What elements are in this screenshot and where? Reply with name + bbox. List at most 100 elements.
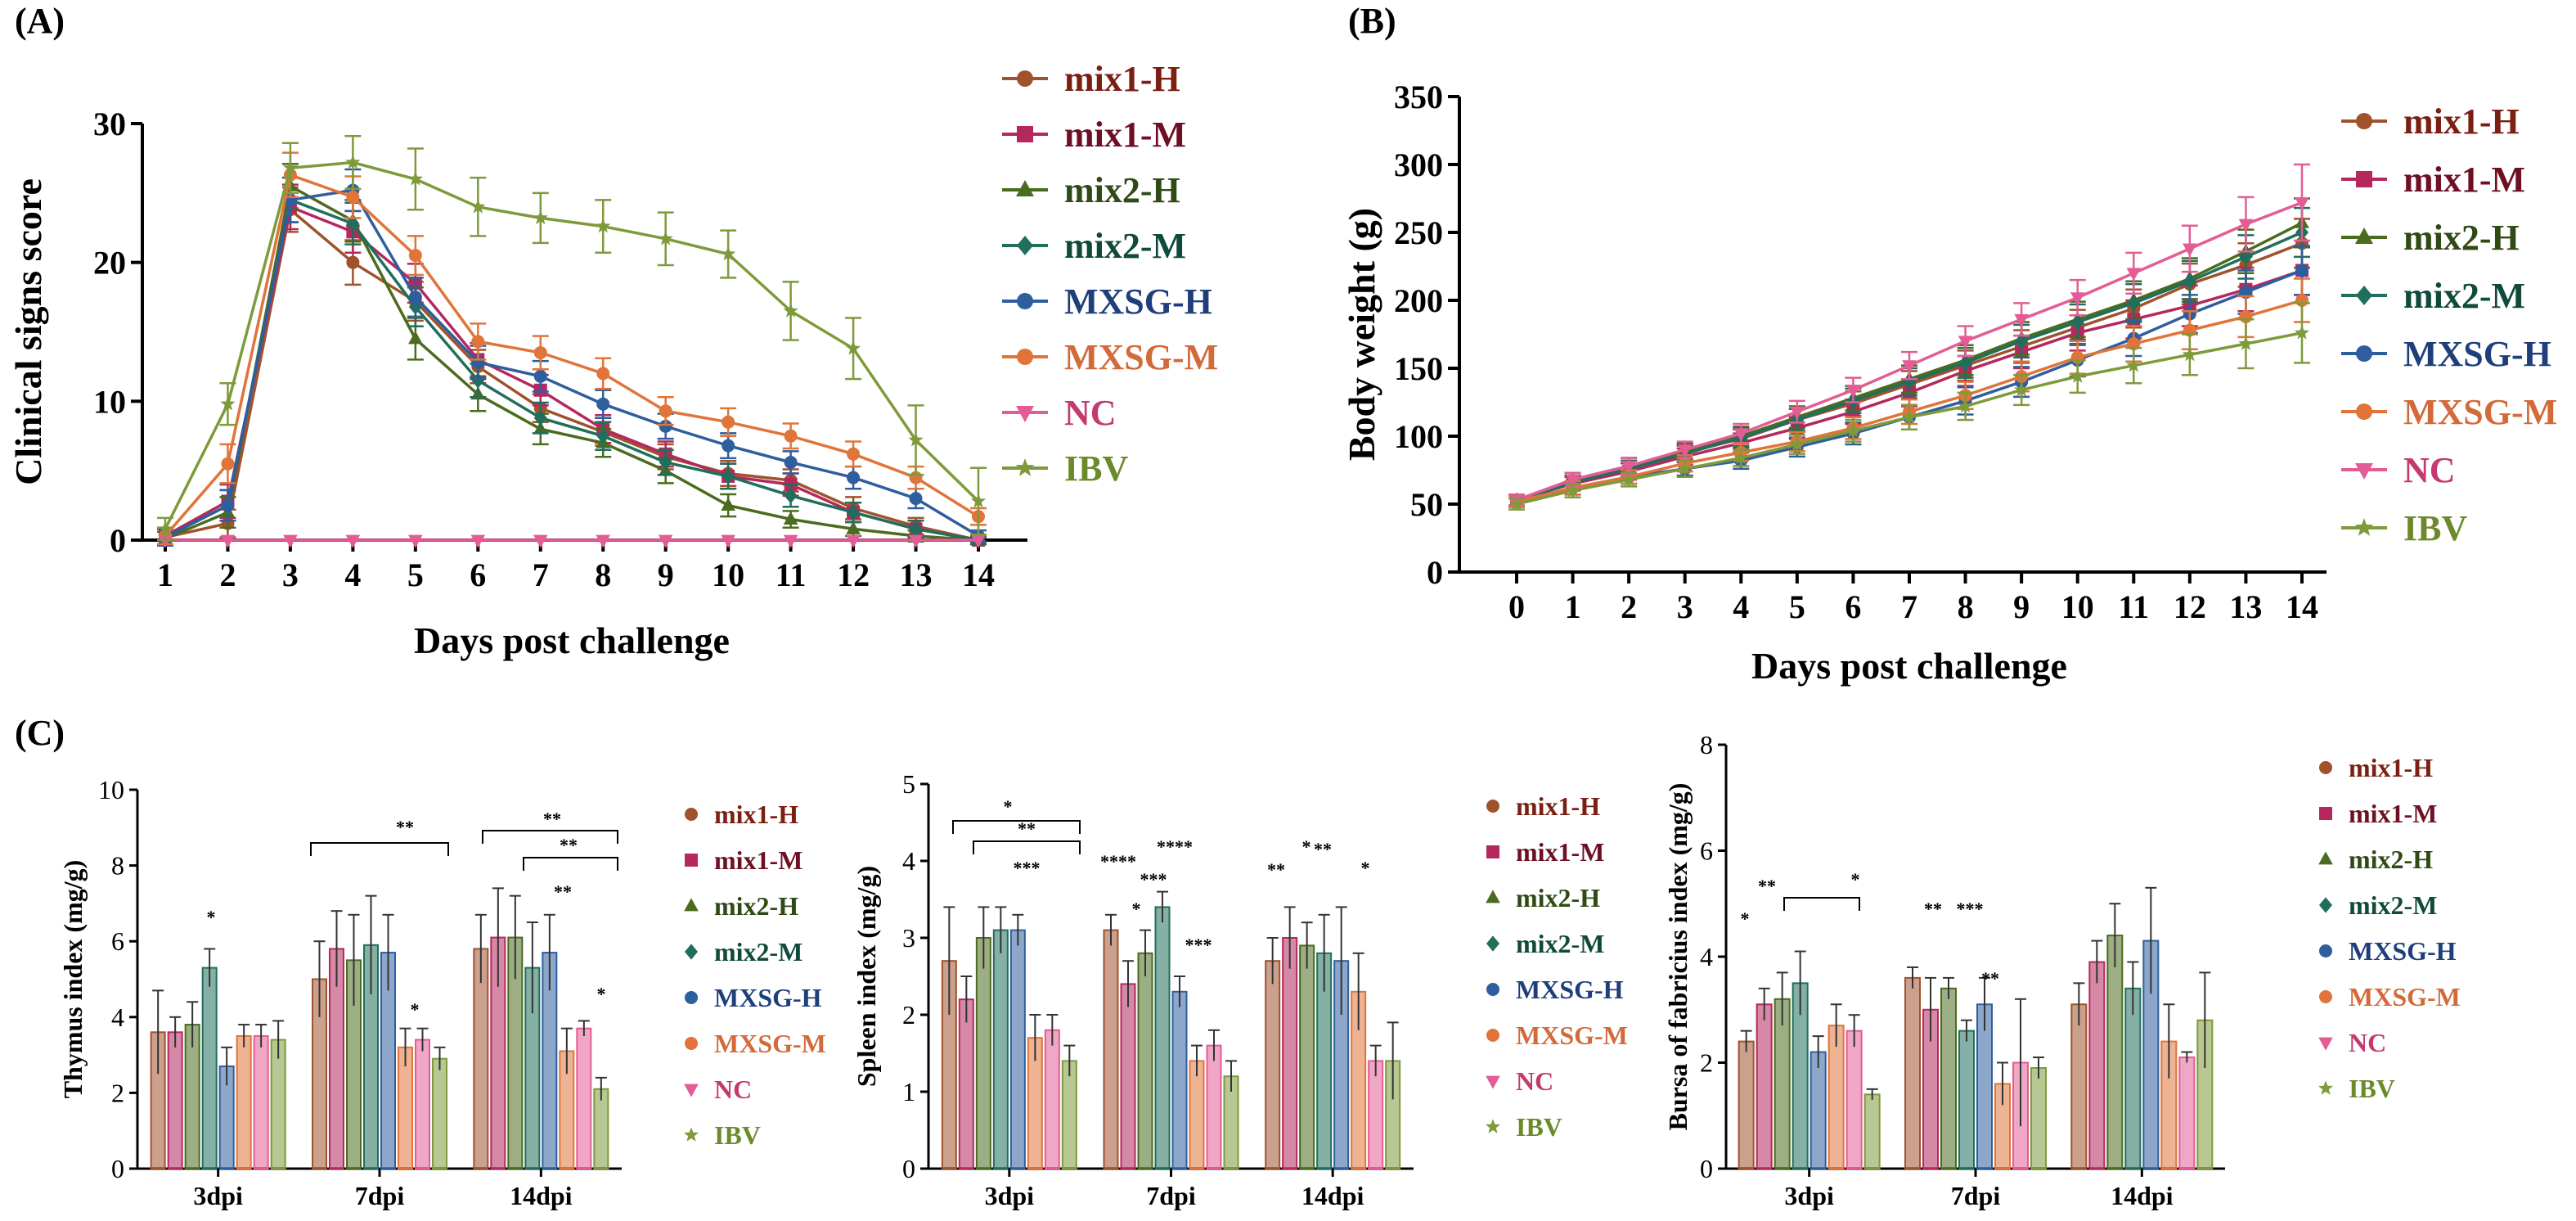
legend-marker [683, 1127, 699, 1142]
x-axis-label: Days post challenge [414, 620, 730, 661]
series-line [164, 160, 980, 530]
data-point [1790, 406, 1805, 420]
data-point [909, 492, 923, 506]
data-point [659, 419, 672, 433]
data-point [2070, 292, 2085, 306]
data-point [533, 210, 548, 225]
legend-marker [2318, 1080, 2334, 1095]
data-point [971, 534, 986, 548]
significance-label: * [597, 984, 606, 1004]
bar-mix2-h-7dpi [1940, 987, 1957, 1169]
data-point [2182, 346, 2197, 362]
significance-label: ** [554, 881, 572, 902]
data-point [407, 171, 423, 186]
legend-label: mix1-H [2349, 753, 2433, 782]
bar-nc-7dpi [415, 1039, 430, 1169]
data-point [2295, 197, 2309, 211]
data-point [533, 369, 547, 383]
legend-marker [2356, 171, 2372, 187]
data-point [470, 199, 486, 214]
legend-marker [2356, 286, 2372, 305]
x-tick-label: 5 [407, 556, 424, 593]
legend-label: mix1-M [714, 845, 802, 875]
legend-marker [684, 898, 699, 912]
legend-label: MXSG-H [2403, 334, 2551, 374]
data-point [346, 215, 360, 232]
y-tick-label: 10 [93, 383, 126, 420]
x-tick-label: 4 [1733, 588, 1749, 625]
significance-label: *** [1957, 899, 1984, 919]
significance-bracket [1783, 897, 1860, 911]
data-point [846, 520, 861, 534]
bar-mix1-h-14dpi [2070, 1003, 2088, 1170]
legend-label: NC [1516, 1066, 1553, 1096]
data-point [1901, 409, 1917, 424]
legend-label: mix1-H [1516, 791, 1600, 821]
y-tick-label: 150 [1394, 350, 1443, 387]
data-point [721, 534, 735, 548]
legend-label: mix2-H [714, 891, 798, 921]
bar-ibv-7dpi [2030, 1066, 2047, 1169]
bar-mix1-h-7dpi [1103, 929, 1119, 1169]
data-point [721, 246, 736, 261]
legend-marker [2319, 990, 2332, 1003]
y-tick-label: 0 [1427, 554, 1443, 591]
data-point [220, 534, 236, 548]
data-point [722, 468, 735, 484]
data-point [1845, 385, 1861, 399]
data-point [533, 345, 547, 359]
legend-marker [685, 808, 698, 821]
legend-marker [1486, 983, 1499, 996]
x-tick-label: 12 [837, 556, 870, 593]
bar-ibv-3dpi [1863, 1093, 1881, 1169]
data-point [221, 498, 235, 512]
x-tick-label: 6 [1845, 588, 1861, 625]
data-point [783, 303, 798, 318]
x-tick-label: 9 [658, 556, 674, 593]
data-point [2238, 336, 2254, 350]
data-point [722, 415, 735, 429]
data-point [847, 504, 861, 520]
data-point [659, 404, 672, 418]
data-point [408, 249, 422, 263]
legend-label: mix2-H [1516, 883, 1600, 912]
bar-mix1-m-3dpi [167, 1031, 183, 1169]
significance-label: ** [543, 809, 561, 829]
data-point [783, 534, 798, 548]
bar-mxsg-h-3dpi [1009, 929, 1026, 1169]
bar-mxsg-h-7dpi [1171, 990, 1188, 1170]
series-line [164, 188, 979, 539]
legend-label: IBV [714, 1120, 761, 1150]
significance-label: * [1004, 796, 1013, 817]
legend-marker [2356, 403, 2372, 420]
x-tick-label: 14 [962, 556, 995, 593]
x-tick-label: 7dpi [1951, 1181, 2001, 1210]
legend-marker [1486, 935, 1499, 952]
y-tick-label: 300 [1394, 146, 1443, 183]
y-tick-label: 200 [1394, 282, 1443, 319]
significance-label: *** [1185, 935, 1212, 955]
series-nc [1508, 163, 2310, 508]
legend-marker [684, 1084, 699, 1097]
data-point [2294, 325, 2310, 340]
y-tick-label: 10 [98, 775, 124, 804]
data-point [1621, 461, 1636, 475]
data-point [596, 534, 611, 548]
y-tick-label: 350 [1394, 79, 1443, 115]
legend-marker [1015, 458, 1035, 476]
x-axis-label: Days post challenge [1751, 645, 2067, 687]
legend-label: mix2-M [2403, 276, 2525, 316]
x-tick-label: 3 [1677, 588, 1693, 625]
data-point [1565, 474, 1580, 488]
x-tick-label: 14dpi [2111, 1181, 2174, 1210]
legend-marker [1017, 293, 1033, 309]
legend-label: MXSG-M [2349, 982, 2461, 1011]
data-point [2295, 264, 2309, 277]
data-point [1789, 436, 1805, 451]
legend-marker [1485, 1119, 1501, 1133]
y-axis-label: Clinical signs score [7, 178, 49, 485]
x-tick-label: 2 [219, 556, 236, 593]
x-tick-label: 0 [1508, 588, 1525, 625]
